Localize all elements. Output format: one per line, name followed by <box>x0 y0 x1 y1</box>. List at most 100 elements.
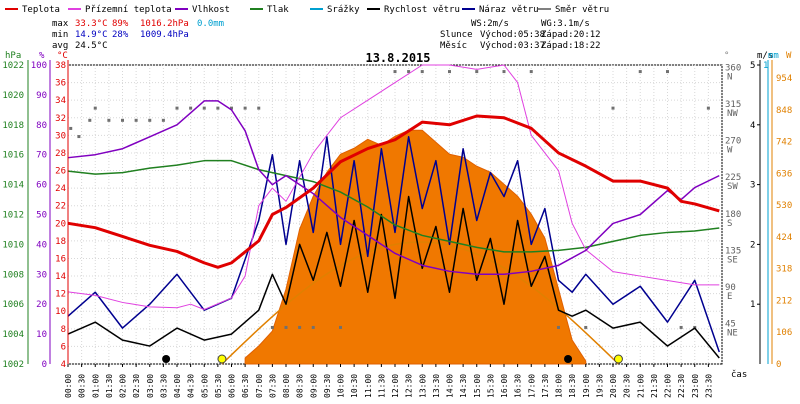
x-tick-label: 16:00 <box>500 374 509 398</box>
wind-direction-point <box>148 118 152 122</box>
ms-tick: 5 <box>750 61 755 71</box>
c-unit: °C <box>57 51 68 61</box>
c-tick: 28 <box>55 149 66 159</box>
x-tick-label: 04:00 <box>173 374 182 398</box>
wind-direction-point <box>243 106 247 110</box>
x-tick-label: 12:00 <box>391 374 400 398</box>
legend-label: Teplota <box>22 5 60 15</box>
sun-event-marker <box>613 354 623 364</box>
stats-max-temp: 33.3°C <box>75 19 108 29</box>
wind-direction-point <box>107 118 111 122</box>
wind-speed-line <box>67 195 720 359</box>
x-tick-label: 06:00 <box>228 374 237 398</box>
stats-min-label: min <box>52 30 68 40</box>
direction-compass-tick: NW <box>727 109 738 119</box>
wind-direction-point <box>93 106 97 110</box>
x-tick-label: 15:30 <box>486 374 495 398</box>
x-axis: 00:00 00:30 01:00 01:30 02:00 02:30 03:00 03:30… <box>64 364 713 398</box>
left-axes: 1022102010181016101410121010100810061004… <box>2 60 69 370</box>
direction-deg-tick: 225 <box>725 173 741 183</box>
legend-label: Tlak <box>267 5 289 15</box>
legend-label: Směr větru <box>555 5 609 15</box>
c-tick: 26 <box>55 167 66 177</box>
wind-direction-point <box>69 126 73 130</box>
x-tick-label: 17:00 <box>527 374 536 398</box>
w-tick: 636 <box>776 169 792 179</box>
x-tick-label: 14:00 <box>446 374 455 398</box>
c-tick: 16 <box>55 254 66 264</box>
wind-direction-point <box>189 106 193 110</box>
w-tick: 106 <box>776 328 792 338</box>
pct-tick: 10 <box>36 330 47 340</box>
x-tick-label: 19:30 <box>595 374 604 398</box>
w-tick: 954 <box>776 74 792 84</box>
legend-label: Rychlost větru <box>384 5 460 15</box>
wind-direction-point <box>666 70 669 74</box>
c-tick: 6 <box>61 342 66 352</box>
wind-direction-point <box>584 325 588 329</box>
x-tick-label: 23:00 <box>691 374 700 398</box>
c-tick: 14 <box>55 272 66 282</box>
hpa-tick: 1004 <box>2 330 24 340</box>
pct-tick: 80 <box>36 121 47 131</box>
x-tick-label: 14:30 <box>459 374 468 398</box>
direction-deg-tick: 135 <box>725 246 741 256</box>
x-tick-label: 19:00 <box>582 374 591 398</box>
x-tick-label: 03:30 <box>159 374 168 398</box>
x-tick-label: 08:30 <box>296 374 305 398</box>
wind-direction-point <box>230 106 233 110</box>
x-tick-label: 15:00 <box>473 374 482 398</box>
info-ws: WS:2m/s <box>471 19 509 29</box>
x-tick-label: 01:30 <box>105 374 114 398</box>
pct-tick: 30 <box>36 270 47 280</box>
x-tick-label: 17:30 <box>541 374 550 398</box>
wind-direction-point <box>175 106 179 110</box>
pct-tick: 70 <box>36 151 47 161</box>
hpa-tick: 1018 <box>2 121 24 131</box>
info-sunset: Západ:20:12 <box>541 30 601 40</box>
x-tick-label: 02:00 <box>119 374 128 398</box>
x-tick-label: 12:30 <box>405 374 414 398</box>
stats-avg-label: avg <box>52 41 68 51</box>
direction-compass-tick: SE <box>727 255 738 265</box>
stats-block: max 33.3°C 89% 1016.2hPa 0.0mm min 14.9°… <box>52 19 224 51</box>
c-tick: 36 <box>55 79 66 89</box>
pct-tick: 100 <box>31 61 47 71</box>
legend-label: Vlhkost <box>192 5 230 15</box>
x-tick-label: 04:30 <box>187 374 196 398</box>
x-tick-label: 22:30 <box>677 374 686 398</box>
x-tick-label: 07:30 <box>268 374 277 398</box>
x-tick-label: 20:00 <box>609 374 618 398</box>
w-tick: 212 <box>776 296 792 306</box>
temperature-line <box>67 114 720 269</box>
info-moonrise: Východ:03:37 <box>480 41 545 51</box>
wind-direction-point <box>475 70 479 74</box>
wind-direction-point <box>706 106 710 110</box>
moon-event-marker <box>162 355 171 363</box>
c-tick: 32 <box>55 114 66 124</box>
x-tick-label: 01:00 <box>91 374 100 398</box>
wind-direction-point <box>134 118 138 122</box>
wind-direction-point <box>679 325 683 329</box>
info-moon-label: Měsíc <box>440 41 467 51</box>
deg-unit: ° <box>724 51 729 61</box>
wind-direction-point <box>77 135 81 139</box>
stats-max-rain: 0.0mm <box>197 19 224 29</box>
x-tick-label: 10:30 <box>350 374 359 398</box>
wind-direction-point <box>216 106 220 110</box>
w-tick: 0 <box>776 360 781 370</box>
wind-direction-point <box>202 106 206 110</box>
hpa-tick: 1022 <box>2 61 24 71</box>
x-tick-label: 22:00 <box>664 374 673 398</box>
x-tick-label: 05:00 <box>200 374 209 398</box>
hpa-unit: hPa <box>5 51 21 61</box>
pressure-line <box>67 159 720 253</box>
wind-direction-point <box>88 118 92 122</box>
direction-compass-tick: E <box>727 292 732 302</box>
x-tick-label: 09:00 <box>309 374 318 398</box>
mm-tick: 1 <box>763 61 768 71</box>
wind-direction-point <box>557 325 560 329</box>
x-tick-label: 02:30 <box>132 374 141 398</box>
stats-min-hum: 28% <box>112 30 129 40</box>
x-tick-label: 20:30 <box>623 374 632 398</box>
